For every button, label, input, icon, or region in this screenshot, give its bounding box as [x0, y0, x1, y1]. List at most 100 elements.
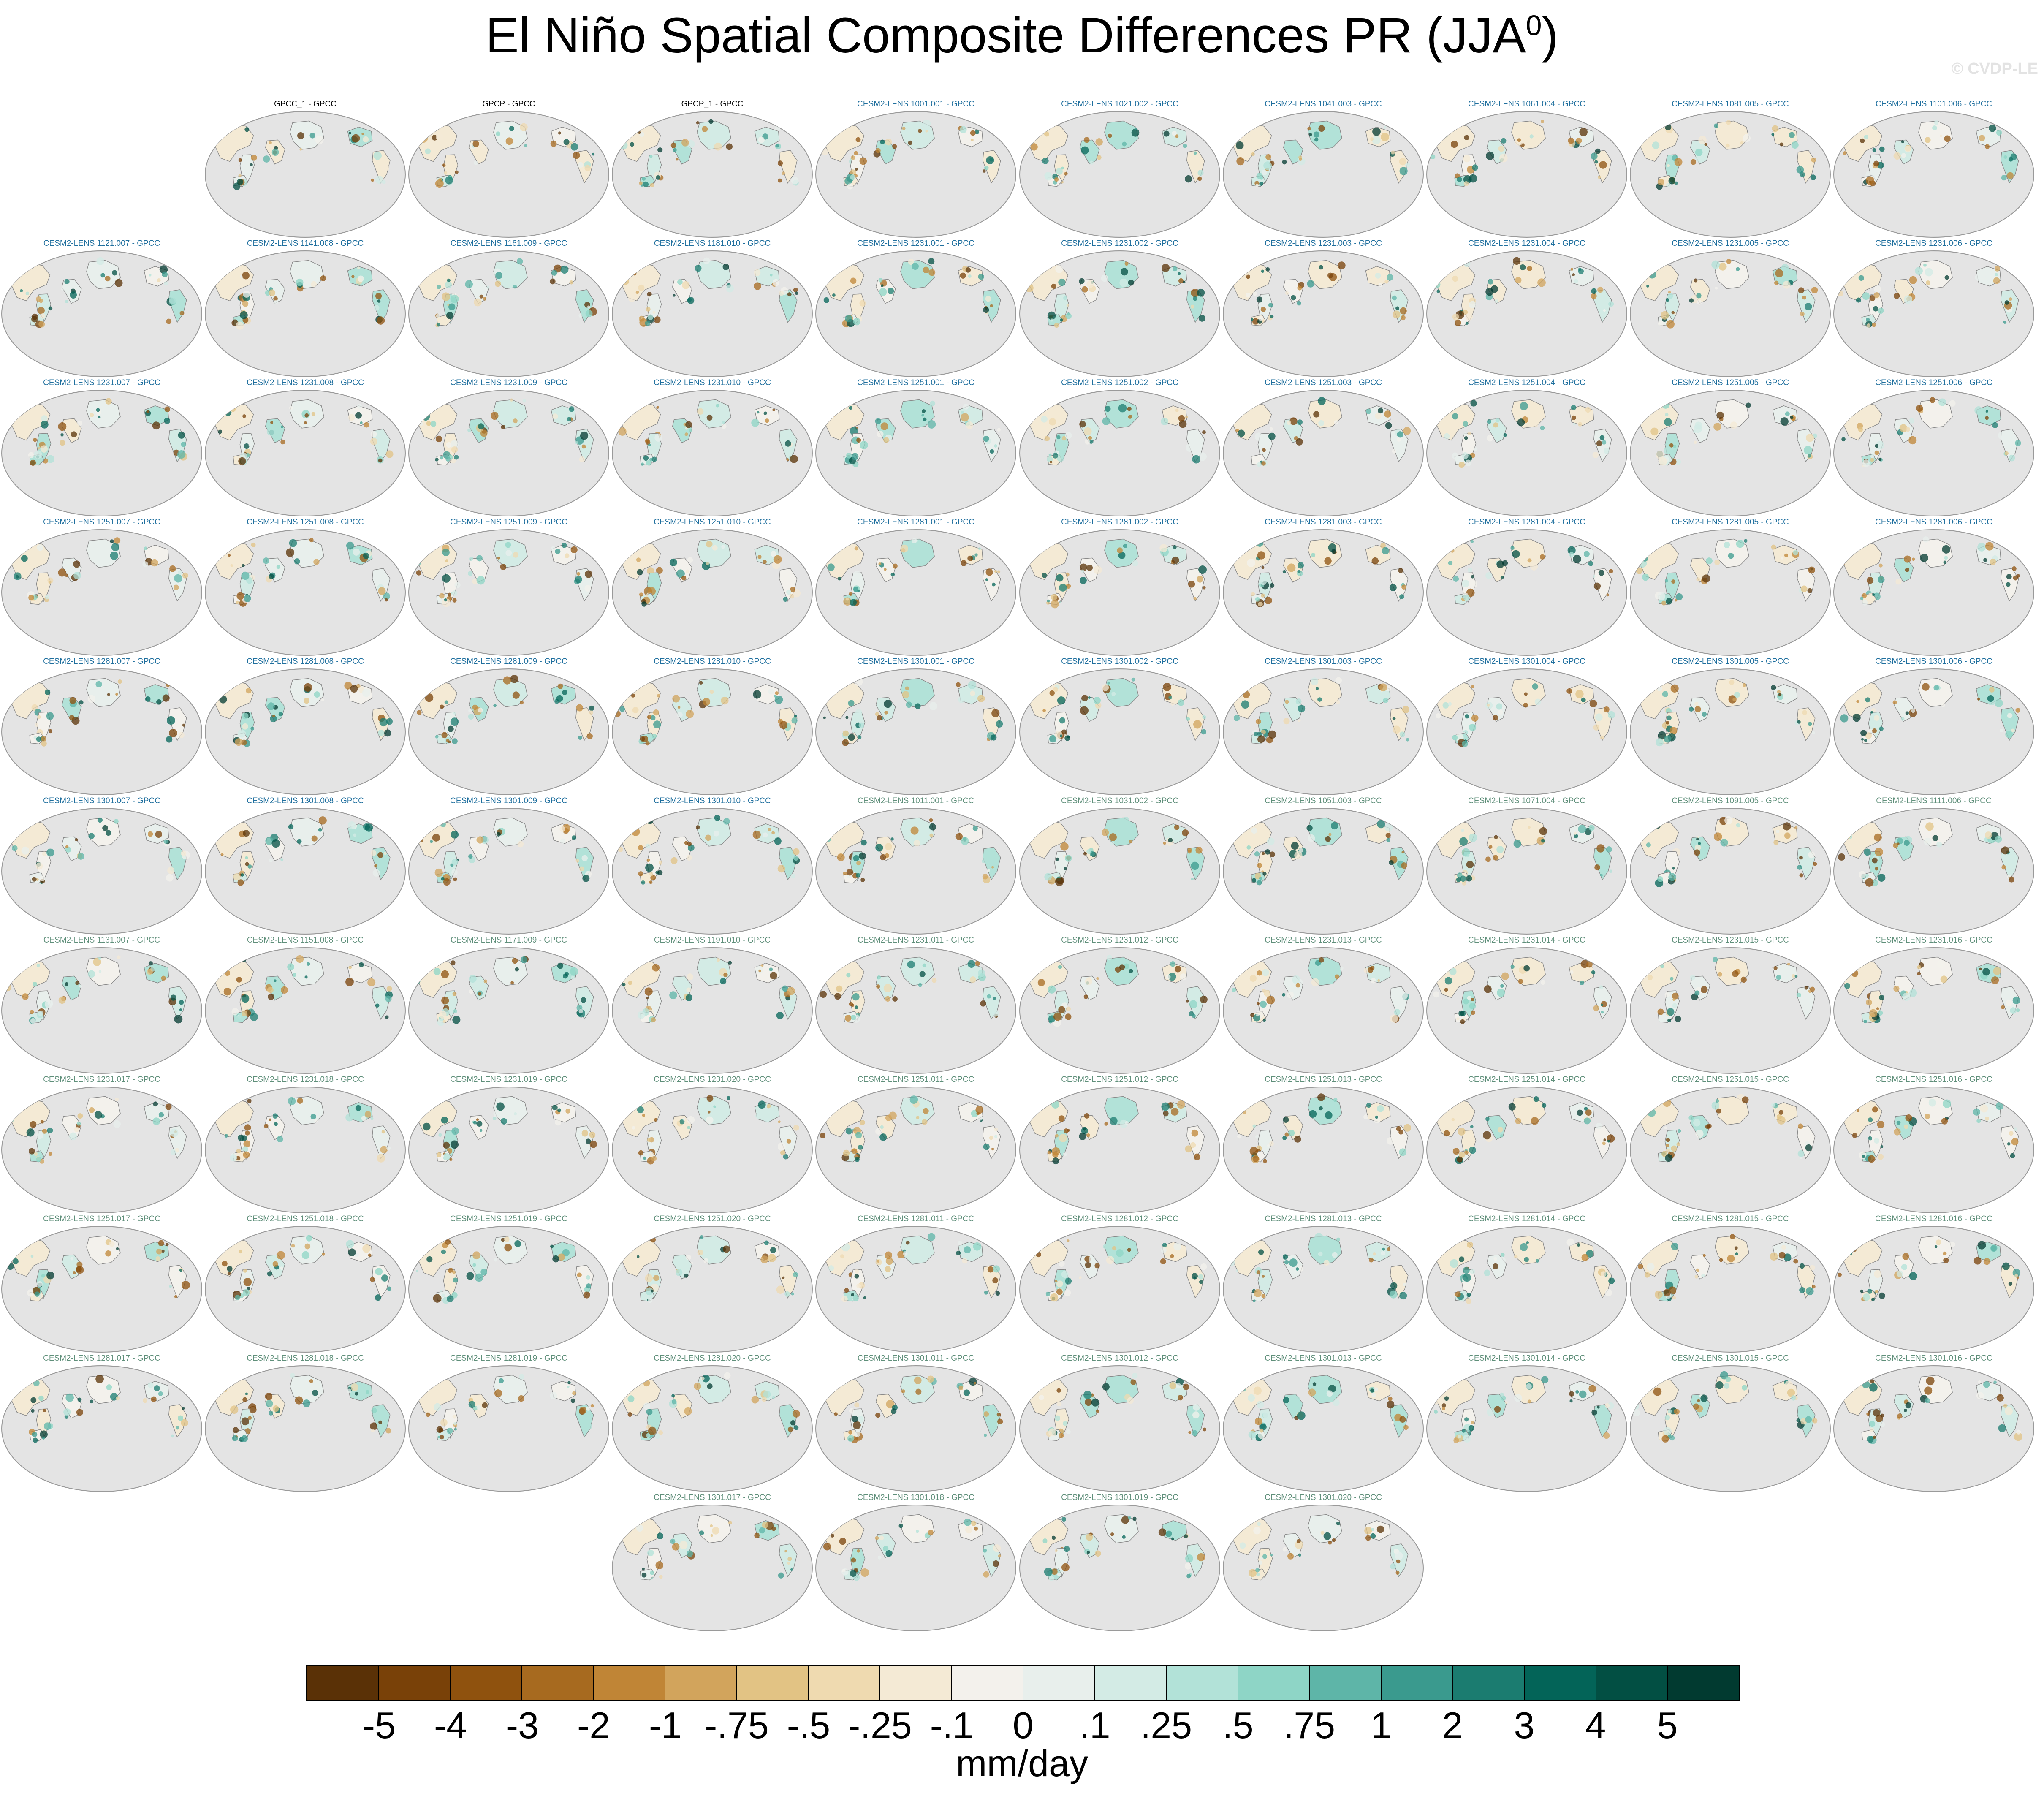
- anomaly-patch: [1860, 730, 1867, 736]
- anomaly-patch: [1659, 457, 1667, 466]
- anomaly-patch: [1086, 280, 1094, 288]
- anomaly-patch: [383, 592, 390, 600]
- anomaly-patch: [854, 1402, 860, 1408]
- anomaly-patch: [877, 1260, 880, 1263]
- anomaly-patch: [1227, 693, 1235, 701]
- anomaly-patch: [1862, 292, 1870, 300]
- anomaly-patch: [1233, 128, 1236, 131]
- anomaly-patch: [46, 712, 54, 720]
- panel-label: CESM2-LENS 1231.011 - GPCC: [857, 936, 974, 945]
- anomaly-patch: [1926, 280, 1930, 285]
- anomaly-patch: [1158, 1528, 1167, 1536]
- anomaly-patch: [1368, 549, 1374, 555]
- anomaly-patch: [41, 420, 49, 429]
- anomaly-patch: [1370, 1533, 1376, 1539]
- anomaly-patch: [240, 275, 243, 278]
- anomaly-patch: [1734, 1246, 1738, 1250]
- anomaly-patch: [1905, 711, 1909, 715]
- land-mass: [2000, 847, 2019, 880]
- anomaly-patch: [890, 572, 895, 577]
- anomaly-patch: [586, 1138, 591, 1144]
- anomaly-patch: [42, 851, 47, 856]
- anomaly-patch: [1202, 715, 1206, 720]
- anomaly-patch: [1987, 409, 1991, 413]
- anomaly-patch: [1843, 151, 1847, 155]
- anomaly-patch: [552, 1105, 558, 1111]
- anomaly-patch: [628, 981, 632, 985]
- anomaly-patch: [885, 139, 892, 146]
- anomaly-patch: [244, 127, 250, 132]
- anomaly-patch: [289, 406, 293, 410]
- anomaly-patch: [1457, 177, 1462, 182]
- anomaly-patch: [1664, 1126, 1667, 1129]
- anomaly-patch: [879, 288, 887, 296]
- anomaly-patch: [1917, 965, 1922, 970]
- anomaly-patch: [1575, 1390, 1579, 1394]
- land-mass: [1079, 697, 1100, 722]
- anomaly-patch: [755, 1114, 759, 1118]
- anomaly-patch: [685, 1254, 691, 1261]
- anomaly-patch: [880, 422, 888, 430]
- anomaly-patch: [1690, 159, 1697, 165]
- anomaly-patch: [177, 1415, 183, 1421]
- anomaly-patch: [971, 1521, 977, 1526]
- globe-map: [1833, 111, 2034, 238]
- land-mass: [1715, 399, 1749, 429]
- anomaly-patch: [1802, 295, 1806, 300]
- anomaly-patch: [348, 132, 351, 135]
- anomaly-patch: [516, 258, 523, 265]
- anomaly-patch: [927, 1233, 936, 1241]
- anomaly-patch: [436, 314, 440, 318]
- anomaly-patch: [1094, 1263, 1100, 1269]
- anomaly-patch: [892, 144, 897, 149]
- land-mass: [1772, 405, 1798, 426]
- globe-map: [408, 529, 609, 656]
- anomaly-patch: [850, 599, 857, 606]
- anomaly-patch: [1492, 1263, 1498, 1269]
- globe-map: [1019, 390, 1220, 516]
- anomaly-patch: [264, 1124, 269, 1128]
- anomaly-patch: [2010, 1007, 2017, 1014]
- map-panel: CESM2-LENS 1301.009 - GPCC: [407, 796, 611, 936]
- anomaly-patch: [632, 1532, 637, 1538]
- anomaly-patch: [1872, 148, 1876, 152]
- anomaly-patch: [1874, 1138, 1880, 1144]
- anomaly-patch: [378, 458, 383, 463]
- anomaly-patch: [1316, 687, 1319, 690]
- land-mass: [779, 1265, 798, 1299]
- anomaly-patch: [1336, 700, 1340, 704]
- anomaly-patch: [1736, 539, 1744, 548]
- anomaly-patch: [39, 875, 45, 881]
- anomaly-patch: [522, 399, 526, 403]
- anomaly-patch: [794, 1425, 799, 1430]
- anomaly-patch: [650, 875, 656, 881]
- anomaly-patch: [412, 1396, 417, 1401]
- anomaly-patch: [1650, 427, 1659, 436]
- anomaly-patch: [41, 736, 46, 742]
- anomaly-patch: [1377, 1105, 1384, 1112]
- anomaly-patch: [451, 590, 458, 596]
- anomaly-patch: [96, 257, 104, 265]
- anomaly-patch: [1388, 1397, 1393, 1401]
- anomaly-patch: [928, 1530, 934, 1535]
- anomaly-patch: [1387, 1400, 1395, 1409]
- anomaly-patch: [828, 1265, 834, 1271]
- anomaly-patch: [1282, 1254, 1288, 1260]
- anomaly-patch: [1636, 567, 1643, 574]
- anomaly-patch: [562, 690, 567, 695]
- anomaly-patch: [1602, 440, 1607, 445]
- land-mass: [61, 1254, 82, 1280]
- anomaly-patch: [1466, 875, 1472, 882]
- map-panel: CESM2-LENS 1251.017 - GPCC: [0, 1215, 204, 1354]
- map-panel: CESM2-LENS 1231.018 - GPCC: [204, 1075, 407, 1215]
- anomaly-patch: [1720, 839, 1728, 847]
- anomaly-patch: [860, 878, 865, 882]
- anomaly-patch: [1771, 133, 1775, 136]
- anomaly-patch: [1657, 1008, 1664, 1015]
- anomaly-patch: [1494, 835, 1498, 840]
- panel-label: CESM2-LENS 1251.007 - GPCC: [43, 518, 160, 527]
- colorbar-tick-label: -5: [362, 1704, 396, 1746]
- anomaly-patch: [1665, 721, 1669, 725]
- anomaly-patch: [706, 541, 713, 548]
- globe-map: [612, 1365, 813, 1492]
